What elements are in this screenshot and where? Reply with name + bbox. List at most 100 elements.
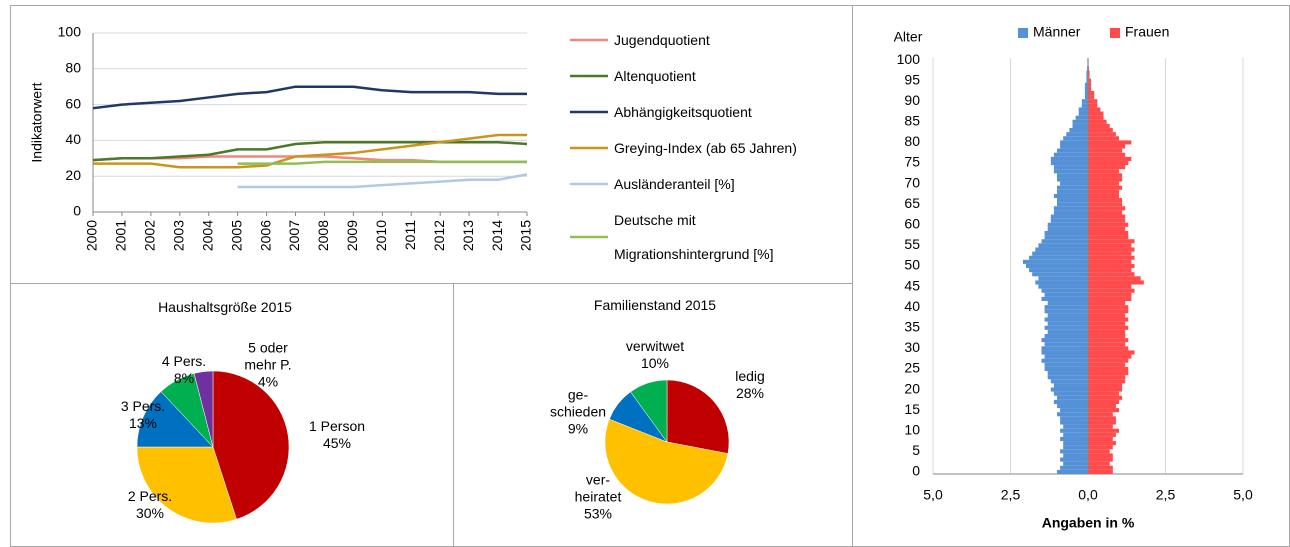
legend-swatch [1110, 28, 1120, 38]
bar [1057, 189, 1088, 194]
y-tick-label: 30 [904, 339, 920, 355]
pie-value-label: 10% [640, 355, 670, 371]
bar [1088, 119, 1107, 124]
pie-value-label: 30% [135, 505, 165, 521]
y-tick-label: 20 [65, 167, 81, 183]
x-tick-label: 5,0 [1233, 487, 1253, 503]
bar [1060, 181, 1088, 186]
pie-slice [136, 391, 214, 448]
bar [1053, 193, 1088, 199]
bar [1047, 313, 1088, 318]
pie-label: 1 Person 45% [309, 418, 365, 452]
y-tick-label: 100 [58, 24, 82, 40]
bar [1088, 144, 1126, 149]
bar [1088, 148, 1123, 153]
bar [1088, 128, 1113, 133]
bar [1041, 346, 1088, 351]
bar [1088, 90, 1095, 96]
pie-value-label: 13% [128, 415, 158, 431]
bar [1041, 296, 1088, 302]
x-tick-label: 2,5 [1001, 487, 1021, 503]
bar [1088, 123, 1110, 129]
bar [1088, 465, 1113, 470]
pie-label: ge- schieden 9% [550, 387, 606, 438]
bar [1086, 70, 1088, 75]
pie-slice [630, 379, 668, 443]
bar [1063, 424, 1088, 429]
bar [1060, 140, 1088, 145]
bar [1088, 193, 1119, 199]
y-tick-label: 0 [912, 463, 920, 479]
bar [1088, 107, 1101, 112]
y-tick-label: 25 [904, 360, 920, 376]
bar [1088, 95, 1095, 100]
pie-category: ledig [735, 368, 765, 384]
pie-value-label: 45% [322, 435, 352, 451]
bar [1088, 313, 1126, 318]
x-axis-label: Angaben in % [1042, 515, 1135, 531]
bar [1060, 449, 1088, 454]
bar [1047, 375, 1088, 380]
y-tick-label: 55 [904, 236, 920, 252]
x-tick-label: 2002 [142, 220, 158, 251]
bar [1060, 408, 1088, 413]
bar [1050, 379, 1088, 384]
y-axis-label: Indikatorwert [29, 82, 45, 162]
bar [1060, 144, 1088, 149]
bar [1088, 185, 1123, 190]
bar [1088, 173, 1123, 178]
bar [1044, 305, 1088, 310]
bar [1060, 436, 1088, 442]
legend-label: Ausländeranteil [%] [614, 176, 735, 192]
x-tick-label: 2011 [402, 220, 418, 250]
pie-slice [212, 370, 290, 520]
bar [1088, 305, 1129, 310]
bar [1088, 379, 1126, 384]
x-tick-label: 2,5 [1156, 487, 1176, 503]
y-tick-label: 50 [904, 257, 920, 273]
bar [1060, 457, 1088, 462]
x-tick-label: 2000 [84, 220, 100, 251]
bar [1088, 329, 1126, 334]
pie-value-label: 53% [583, 505, 613, 522]
bar [1038, 243, 1088, 248]
legend-label: Frauen [1125, 24, 1169, 40]
pie-label: ver- heiratet 53% [575, 472, 622, 523]
pie-category: 3 Pers. [120, 398, 166, 414]
y-tick-label: 60 [65, 95, 81, 111]
bar [1057, 148, 1088, 153]
bar [1066, 132, 1088, 137]
bar [1088, 428, 1119, 433]
bar [1057, 403, 1088, 409]
bar [1047, 222, 1088, 227]
bar [1057, 177, 1088, 182]
bar [1088, 111, 1104, 116]
bar [1029, 255, 1088, 260]
bar [1053, 383, 1088, 388]
bar [1088, 206, 1126, 211]
bar [1088, 350, 1135, 355]
bar [1088, 375, 1126, 380]
bar [1088, 366, 1129, 372]
y-tick-label: 0 [73, 203, 81, 219]
bar [1038, 284, 1088, 289]
bar [1050, 218, 1088, 223]
legend-label: Greying-Index (ab 65 Jahren) [614, 140, 797, 156]
bar [1078, 107, 1088, 112]
bar [1022, 259, 1088, 264]
bar [1050, 387, 1088, 392]
bar [1086, 74, 1088, 79]
bar [1047, 226, 1088, 231]
bar [1088, 317, 1129, 322]
legend-label: Männer [1033, 24, 1081, 40]
bar [1088, 416, 1116, 421]
bar [1088, 115, 1104, 120]
bar [1038, 276, 1088, 281]
bar [1088, 247, 1135, 252]
legend-swatch [1018, 28, 1028, 38]
bar [1044, 235, 1088, 240]
pie-label: ledig 28% [735, 368, 765, 402]
bar [1086, 78, 1088, 83]
x-tick-label: 2009 [344, 220, 360, 251]
